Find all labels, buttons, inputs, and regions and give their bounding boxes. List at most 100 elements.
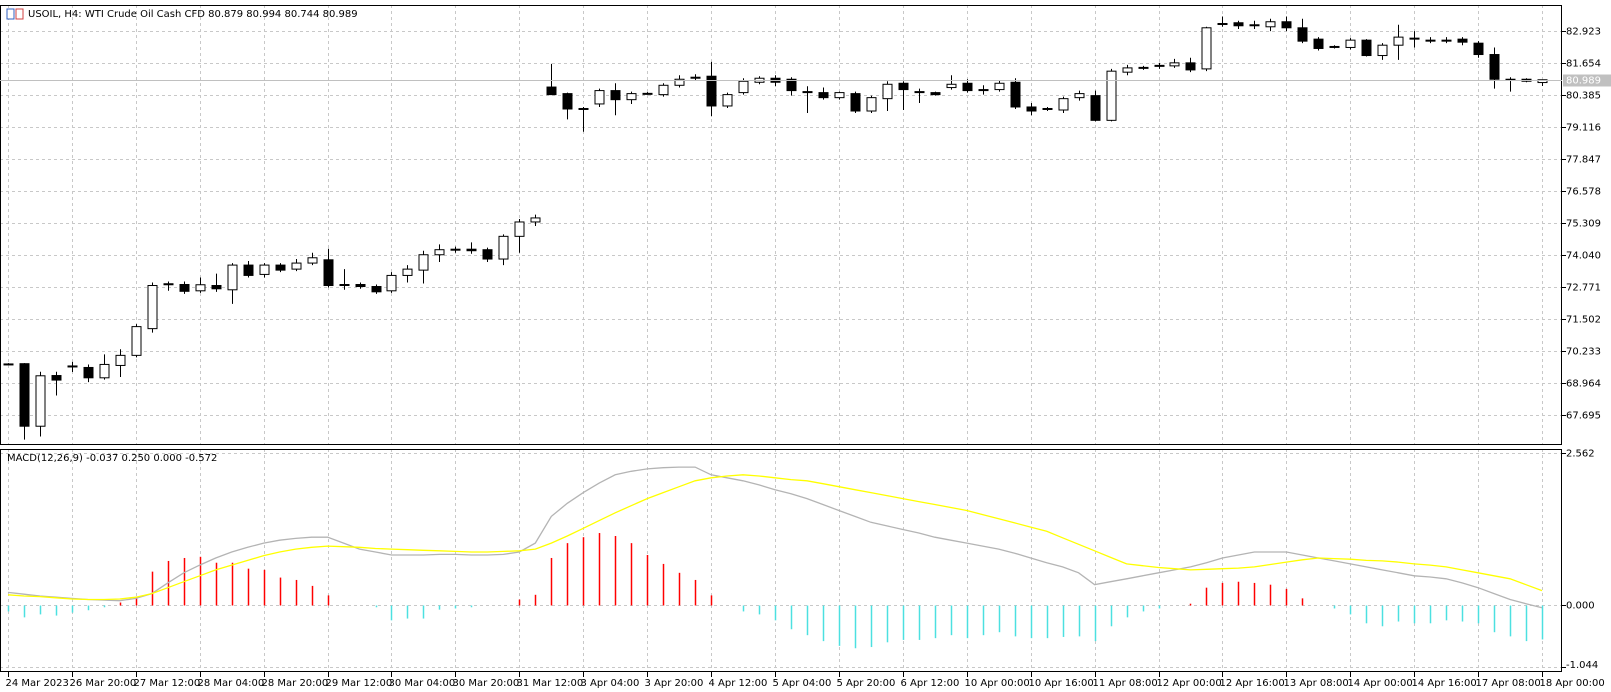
y-tick-label: 72.771 bbox=[1566, 283, 1601, 294]
candle-body bbox=[674, 78, 685, 86]
macd-line bbox=[7, 466, 1543, 609]
candle-body bbox=[578, 107, 589, 110]
y-tick-label: 76.578 bbox=[1566, 187, 1601, 198]
y-tick-label: 71.502 bbox=[1566, 315, 1601, 326]
price-label-box bbox=[1563, 74, 1611, 87]
candle-body bbox=[51, 375, 62, 381]
candle-body bbox=[1010, 81, 1021, 108]
x-tick-label: 14 Apr 00:00 bbox=[1348, 678, 1413, 689]
candle-body bbox=[1249, 24, 1260, 27]
y-tick-label: 81.654 bbox=[1566, 59, 1601, 70]
x-tick-label: 11 Apr 08:00 bbox=[1093, 678, 1158, 689]
candle-body bbox=[275, 264, 286, 271]
y-tick-label: 79.116 bbox=[1566, 123, 1601, 134]
x-tick-label: 29 Mar 12:00 bbox=[326, 678, 393, 689]
candle-body bbox=[291, 262, 302, 270]
x-tick-label: 31 Mar 12:00 bbox=[517, 678, 584, 689]
candle-body bbox=[83, 366, 94, 379]
candle-body bbox=[307, 257, 318, 264]
candle-body bbox=[211, 285, 222, 290]
candle-body bbox=[1154, 64, 1165, 67]
candle-body bbox=[1345, 39, 1356, 48]
macd-line bbox=[7, 474, 1543, 601]
x-tick-label: 5 Apr 04:00 bbox=[773, 678, 832, 689]
candle-body bbox=[418, 254, 429, 271]
x-tick-label: 14 Apr 16:00 bbox=[1412, 678, 1477, 689]
candle-body bbox=[802, 91, 813, 94]
candle-body bbox=[786, 78, 797, 92]
candle-body bbox=[1122, 67, 1133, 73]
candle-body bbox=[179, 284, 190, 292]
y-tick-label: 68.964 bbox=[1566, 379, 1601, 390]
candle-body bbox=[658, 84, 669, 96]
candle-body bbox=[498, 235, 509, 260]
candle-body bbox=[195, 284, 206, 292]
candle-body bbox=[1233, 22, 1244, 27]
candle-body bbox=[1313, 38, 1324, 49]
x-tick-label: 27 Mar 12:00 bbox=[134, 678, 201, 689]
candle-body bbox=[962, 82, 973, 92]
x-tick-label: 10 Apr 16:00 bbox=[1029, 678, 1094, 689]
candle-body bbox=[1138, 66, 1149, 69]
x-tick-label: 26 Mar 20:00 bbox=[70, 678, 137, 689]
candle-body bbox=[371, 286, 382, 293]
y-tick-label: 67.695 bbox=[1566, 411, 1601, 422]
candle-body bbox=[1473, 42, 1484, 56]
x-tick-label: 13 Apr 08:00 bbox=[1284, 678, 1349, 689]
x-tick-label: 28 Mar 20:00 bbox=[262, 678, 329, 689]
grid bbox=[0, 5, 1562, 672]
y-tick-label: 74.040 bbox=[1566, 251, 1601, 262]
y-tick-label: 70.233 bbox=[1566, 347, 1601, 358]
candle-body bbox=[227, 264, 238, 291]
candle-body bbox=[1393, 36, 1404, 46]
candle-body bbox=[866, 97, 877, 112]
candle-body bbox=[530, 217, 541, 223]
price-label: 80.989 bbox=[1566, 76, 1601, 87]
x-tick-label: 4 Apr 12:00 bbox=[709, 678, 768, 689]
candle-body bbox=[450, 248, 461, 251]
candle-body bbox=[466, 248, 477, 252]
y-tick-label: 75.309 bbox=[1566, 219, 1601, 230]
candle-body bbox=[1441, 39, 1452, 42]
x-tick-label: 3 Apr 04:00 bbox=[581, 678, 640, 689]
candle-body bbox=[722, 94, 733, 107]
y-tick-label: 0.000 bbox=[1566, 601, 1595, 612]
marks bbox=[3, 16, 1548, 649]
candle-body bbox=[882, 83, 893, 100]
chart-title: USOIL, H4: WTI Crude Oil Cash CFD 80.879… bbox=[28, 9, 358, 20]
candle-body bbox=[1185, 62, 1196, 71]
candle-body bbox=[323, 259, 334, 287]
candle-body bbox=[402, 268, 413, 276]
candle-body bbox=[594, 90, 605, 105]
candle-body bbox=[35, 375, 46, 427]
candle-body bbox=[482, 249, 493, 260]
candle-body bbox=[355, 284, 366, 288]
candle-body bbox=[1329, 45, 1340, 48]
candle-body bbox=[930, 92, 941, 96]
x-tick-label: 17 Apr 08:00 bbox=[1476, 678, 1541, 689]
candle-body bbox=[1537, 79, 1548, 84]
candle-body bbox=[147, 285, 158, 330]
candle-body bbox=[834, 92, 845, 99]
candle-body bbox=[994, 82, 1005, 91]
candle-body bbox=[339, 284, 350, 287]
candle-body bbox=[1457, 38, 1468, 43]
candle-body bbox=[115, 354, 126, 366]
candle-body bbox=[1058, 98, 1069, 111]
candle-body bbox=[131, 326, 142, 356]
candle-body bbox=[1074, 93, 1085, 99]
candle-body bbox=[690, 76, 701, 79]
candle-body bbox=[738, 80, 749, 94]
candle-body bbox=[1090, 95, 1101, 121]
candle-body bbox=[642, 92, 653, 95]
icon-part bbox=[15, 8, 24, 20]
y-tick-label: -1.044 bbox=[1566, 660, 1598, 671]
symbol-icon bbox=[6, 8, 24, 20]
x-tick-label: 5 Apr 20:00 bbox=[837, 678, 896, 689]
candle-body bbox=[1489, 54, 1500, 80]
candle-body bbox=[19, 363, 30, 427]
x-tick-label: 12 Apr 00:00 bbox=[1157, 678, 1222, 689]
candle-body bbox=[978, 89, 989, 92]
